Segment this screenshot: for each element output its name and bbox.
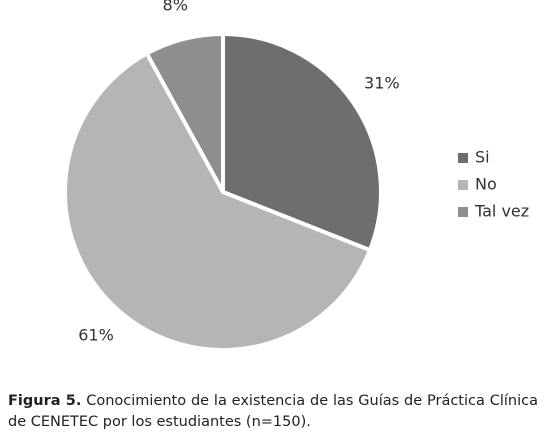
data-label: 8% xyxy=(163,0,188,15)
caption: Conocimiento de la existencia de las Guí… xyxy=(8,393,538,430)
pie-slice xyxy=(144,31,225,193)
legend-label: Tal vez xyxy=(474,202,529,221)
legend-swatch xyxy=(458,153,468,163)
data-label: 31% xyxy=(364,74,400,93)
legend-swatch xyxy=(458,180,468,190)
data-label: 61% xyxy=(78,326,114,345)
pie-slice xyxy=(63,50,373,352)
chart: 31% 61% 8% Si No Tal vez xyxy=(63,0,529,352)
pie-slice xyxy=(221,31,383,253)
legend-label: No xyxy=(475,175,497,194)
legend-swatch xyxy=(458,207,468,217)
caption-label: Figura 5. xyxy=(8,393,82,409)
caption-block: Figura 5. Conocimiento de la existencia … xyxy=(8,391,538,433)
legend-label: Si xyxy=(475,148,490,167)
